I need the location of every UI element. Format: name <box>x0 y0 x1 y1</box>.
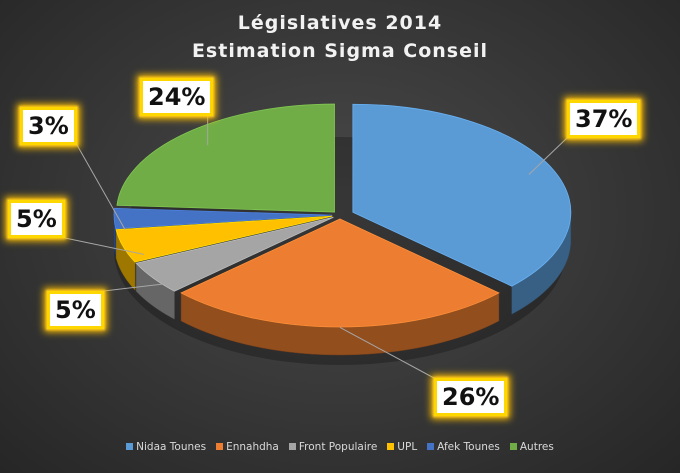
data-label-upl: 5% <box>8 200 65 238</box>
legend-label: Nidaa Tounes <box>136 441 207 453</box>
legend-swatch <box>216 442 224 450</box>
legend-label: UPL <box>397 441 418 453</box>
data-label-nidaa-tounes: 37% <box>567 100 641 138</box>
slice-upl <box>115 215 333 263</box>
data-label-front-populaire: 5% <box>47 291 104 329</box>
leader-line-ennahdha <box>339 326 435 379</box>
legend-label: Front Populaire <box>298 441 378 453</box>
chart-subtitle: Estimation Sigma Conseil <box>191 40 489 62</box>
leader-line-nidaa-tounes <box>528 137 568 175</box>
legend-label: Ennahdha <box>226 441 279 453</box>
slice-nidaa-tounes <box>352 103 572 287</box>
chart-title: Législatives 2014 <box>237 12 443 34</box>
leader-line-front-populaire <box>103 282 172 292</box>
legend-item-ennahdha: Ennahdha <box>216 441 279 453</box>
leader-line-upl <box>64 237 145 255</box>
legend-item-front-populaire: Front Populaire <box>288 441 378 453</box>
legend-item-nidaa-tounes: Nidaa Tounes <box>126 441 206 453</box>
data-label-afek-tounes: 3% <box>20 107 77 145</box>
legend-swatch <box>509 442 517 450</box>
legend-label: Afek Tounes <box>437 441 500 453</box>
data-label-autres: 24% <box>140 78 214 116</box>
slice-ennahdha <box>180 218 500 328</box>
data-label-ennahdha: 26% <box>434 378 508 416</box>
legend-swatch <box>427 442 435 450</box>
slice-front-populaire <box>135 216 334 292</box>
legend-item-autres: Autres <box>509 441 554 453</box>
legend-swatch <box>387 442 395 450</box>
legend-swatch <box>288 442 296 450</box>
legend-swatch <box>126 442 134 450</box>
leader-lines <box>64 116 568 379</box>
pie-top <box>113 103 572 328</box>
leader-line-afek-tounes <box>76 144 126 230</box>
slice-autres <box>116 103 335 213</box>
legend-label: Autres <box>519 441 554 453</box>
legend: Nidaa Tounes Ennahdha Front Populaire UPL Af… <box>0 441 680 453</box>
slice-afek-tounes <box>113 207 333 230</box>
legend-item-upl: UPL <box>387 441 417 453</box>
legend-item-afek-tounes: Afek Tounes <box>427 441 500 453</box>
